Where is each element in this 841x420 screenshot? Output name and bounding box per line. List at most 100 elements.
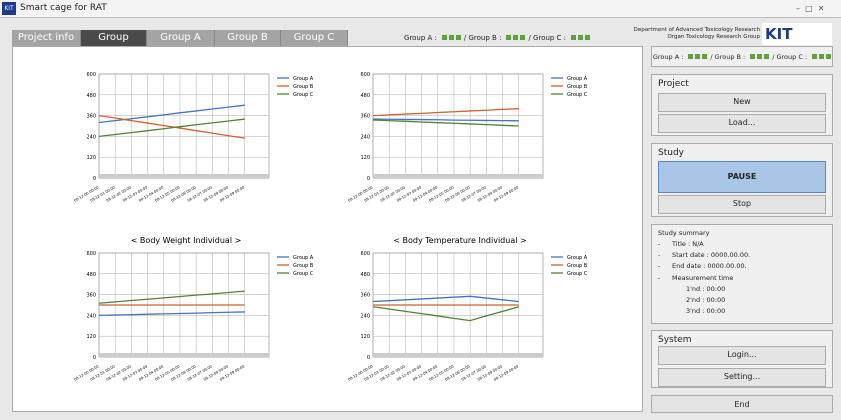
status-label: / Group B : — [463, 34, 502, 42]
button[interactable]: PAUSE — [658, 161, 826, 193]
summary-title: Study summary — [658, 229, 710, 237]
y-tick-label: 600 — [86, 251, 96, 257]
window-title: Smart cage for RAT — [20, 3, 107, 13]
summary-line: Title : N/A — [672, 240, 704, 248]
y-tick-label: 0 — [367, 176, 370, 182]
y-tick-label: 360 — [360, 114, 370, 120]
tab-bar: Project info Group Group A Group B Group C — [12, 30, 348, 46]
y-tick-label: 360 — [86, 293, 96, 299]
y-tick-label: 120 — [86, 334, 96, 340]
series-line — [372, 306, 519, 322]
series-line — [98, 114, 245, 139]
y-tick-label: 120 — [360, 334, 370, 340]
status-label: / Group C : — [528, 34, 567, 42]
y-tick-label: 480 — [86, 272, 96, 278]
chart-title: < Body Temperature Individual > — [393, 236, 526, 245]
status-square — [702, 53, 708, 59]
bullet: - — [658, 262, 661, 271]
summary-row: - End date : 0000.00.00. — [658, 261, 750, 272]
button[interactable]: Setting... — [658, 368, 826, 387]
status-label: / Group C : — [772, 52, 808, 61]
legend-label: Group C — [293, 271, 314, 277]
tab[interactable]: Project info — [12, 30, 81, 46]
y-tick-label: 480 — [360, 272, 370, 278]
summary-line: Start date : 0000.00.00. — [672, 251, 751, 260]
button[interactable]: Login... — [658, 346, 826, 365]
legend-label: Group B — [293, 84, 314, 90]
panel-title: System — [658, 335, 692, 345]
series-line — [98, 118, 245, 138]
y-tick-label: 0 — [93, 355, 96, 361]
series-line — [372, 295, 519, 303]
app-icon: KIT — [2, 2, 16, 15]
y-tick-label: 240 — [360, 134, 370, 140]
chart-panel: 0 120 240 360 480 600 08-12-00 00:00 08-12-01 0… — [12, 46, 643, 420]
legend-label: Group A — [567, 255, 588, 261]
scroll-bar — [373, 353, 543, 357]
status-square — [578, 35, 584, 40]
series-line — [98, 290, 245, 304]
status-square — [757, 53, 763, 59]
series-line — [372, 118, 519, 122]
y-tick-label: 600 — [360, 72, 370, 78]
tab[interactable]: Group — [81, 30, 147, 46]
y-tick-label: 480 — [360, 93, 370, 99]
bullet: - — [658, 251, 661, 260]
tab[interactable]: Group C — [281, 30, 348, 46]
button[interactable]: Stop — [658, 195, 826, 214]
y-tick-label: 0 — [367, 355, 370, 361]
summary-row: - Title : N/A — [658, 239, 750, 250]
status-label: Group A : — [404, 34, 437, 42]
group-status-box: Group A : / Group B : / Group C : — [651, 46, 833, 67]
y-tick-label: 120 — [360, 155, 370, 161]
tab[interactable]: Group A — [147, 30, 215, 46]
summary-lines: - Title : N/A - Start date : 0000.00.00. - En… — [658, 239, 750, 317]
status-icons — [810, 53, 832, 61]
status-square — [819, 53, 825, 59]
status-square — [688, 53, 694, 59]
summary-line: Measurement time — [672, 273, 734, 282]
legend-label: Group B — [293, 263, 314, 269]
status-square — [513, 35, 519, 40]
window-controls[interactable]: – □ ✕ — [796, 4, 825, 13]
y-tick-label: 240 — [86, 313, 96, 319]
department-name: Department of Advanced Toxicology Resear… — [633, 27, 760, 33]
legend-label: Group B — [567, 263, 588, 269]
project-panel: Project New Load... — [651, 74, 833, 136]
logo: KIT — [762, 23, 832, 45]
panel-title: Study — [658, 148, 684, 158]
y-tick-label: 240 — [86, 134, 96, 140]
tab[interactable]: Group B — [215, 30, 281, 46]
title-bar: KIT Smart cage for RAT – □ ✕ — [0, 0, 841, 18]
end-button[interactable]: End — [651, 395, 833, 413]
study-panel: Study PAUSE Stop — [651, 143, 833, 217]
y-tick-label: 480 — [86, 93, 96, 99]
summary-panel: Study summary - Title : N/A - Start date : … — [651, 224, 833, 324]
series-line — [372, 119, 519, 127]
group-name: Organ Toxicology Research Group — [667, 34, 761, 40]
scroll-bar — [373, 174, 543, 178]
button[interactable]: New — [658, 93, 826, 112]
status-square — [455, 35, 461, 40]
y-tick-label: 600 — [86, 72, 96, 78]
bullet: - — [658, 240, 661, 248]
series-line — [372, 108, 519, 117]
y-tick-label: 0 — [93, 176, 96, 182]
status-square — [506, 35, 512, 40]
scroll-bar — [99, 174, 269, 178]
summary-row: - Start date : 0000.00.00. — [658, 250, 750, 261]
status-icons — [504, 34, 526, 42]
status-square — [764, 53, 770, 59]
legend-label: Group C — [293, 92, 314, 98]
status-square — [826, 53, 832, 59]
y-tick-label: 240 — [360, 313, 370, 319]
summary-row: - Measurement time — [658, 273, 750, 284]
y-tick-label: 360 — [360, 293, 370, 299]
status-icons — [686, 53, 708, 61]
legend-label: Group C — [567, 271, 588, 277]
status-label: Group A : — [652, 52, 684, 61]
button[interactable]: Load... — [658, 114, 826, 133]
legend-label: Group B — [567, 84, 588, 90]
series-line — [98, 311, 245, 317]
